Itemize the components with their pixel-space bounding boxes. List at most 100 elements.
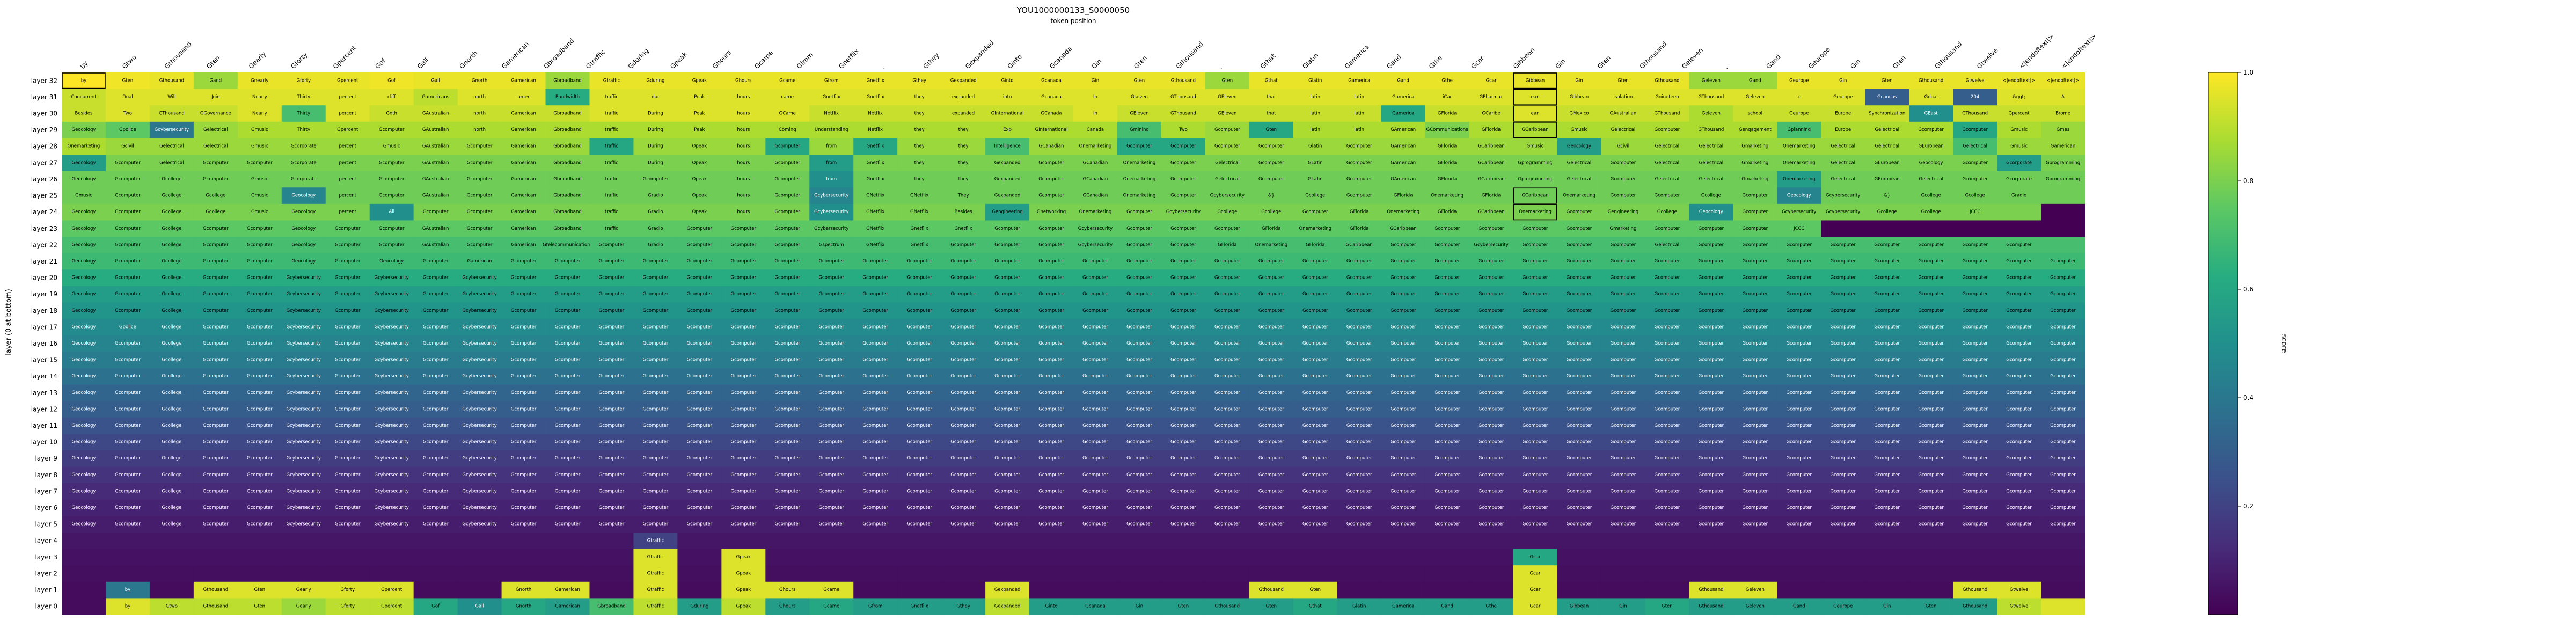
heatmap-cell — [501, 269, 546, 287]
cell-label: Gcomputer — [950, 440, 976, 445]
x-tick-label: Gand — [1385, 53, 1402, 70]
cell-label: Gcivil — [121, 144, 134, 149]
cell-label: Gcar — [1530, 571, 1541, 576]
heatmap-cell — [413, 138, 458, 155]
heatmap-cell — [193, 203, 238, 221]
cell-label: Gcomputer — [818, 488, 844, 494]
cell-label: Gcomputer — [1962, 275, 1988, 281]
cell-label: Gof — [387, 78, 396, 83]
heatmap-cell — [193, 121, 238, 138]
cell-label: GAustralian — [422, 242, 449, 247]
cell-label: Gcomputer — [1214, 423, 1240, 428]
cell-label: Gten — [1309, 587, 1321, 593]
cell-label: Geocology — [291, 193, 316, 199]
cell-label: Gcomputer — [1918, 341, 1944, 346]
cell-label: Gcomputer — [1082, 374, 1108, 379]
cell-label: GCaribbean — [1346, 242, 1373, 247]
x-tick-label: Geurope — [1807, 46, 1832, 70]
heatmap-cell — [1425, 286, 1470, 303]
cell-label: Gcomputer — [1567, 259, 1592, 264]
heatmap-cell — [1953, 72, 1997, 90]
cell-label: Gcybersecurity — [287, 341, 321, 346]
cell-label: Gthat — [1265, 78, 1278, 83]
heatmap-cell — [1249, 203, 1294, 221]
heatmap-cell — [1909, 121, 1953, 138]
heatmap-cell — [1645, 105, 1689, 122]
cell-label: hours — [737, 209, 750, 215]
cell-label: Gcar — [1486, 78, 1497, 83]
cell-label: Gten — [1926, 604, 1937, 609]
cell-label: Gcomputer — [1874, 291, 1900, 297]
heatmap-cell — [897, 155, 942, 172]
cell-label: All — [389, 209, 394, 215]
heatmap-cell — [369, 237, 414, 254]
cell-label: Gcomputer — [1962, 390, 1988, 396]
cell-label: Gcomputer — [1655, 488, 1680, 494]
cell-label: Gcomputer — [1258, 291, 1284, 297]
cell-label: Gcomputer — [1170, 488, 1196, 494]
cell-label: Gcomputer — [115, 456, 141, 461]
cell-label: Gcomputer — [1170, 456, 1196, 461]
heatmap-cell — [1249, 155, 1294, 172]
cell-label: Gcomputer — [247, 226, 273, 231]
heatmap-cell — [589, 203, 634, 221]
cell-label: Gcomputer — [1170, 358, 1196, 363]
cell-label: Gcomputer — [1655, 472, 1680, 478]
cell-label: Gcomputer — [1830, 505, 1856, 510]
cell-label: Gcybersecurity — [374, 423, 408, 428]
cell-label: Gthousand — [1259, 587, 1284, 593]
cell-label: Gcomputer — [335, 341, 361, 346]
cell-label: Gelectrical — [1567, 160, 1592, 165]
cell-label: Gcomputer — [643, 374, 669, 379]
heatmap-cell — [1953, 171, 1997, 188]
cell-label: Gcomputer — [1874, 522, 1900, 527]
heatmap-cell — [325, 89, 370, 106]
heatmap-cell — [2041, 89, 2085, 106]
heatmap-cell — [1821, 155, 1865, 172]
cell-label: Gand — [1793, 604, 1805, 609]
heatmap-cell — [1777, 203, 1821, 221]
cell-label: traffic — [605, 127, 618, 133]
cell-label: by — [125, 587, 130, 593]
cell-label: Gradio — [648, 242, 663, 247]
cell-label: Gcomputer — [862, 374, 888, 379]
cell-label: Gamerican — [511, 160, 536, 165]
cell-label: Gcomputer — [115, 193, 141, 199]
heatmap-cell — [457, 203, 502, 221]
cell-label: GEleven — [1130, 111, 1148, 116]
cell-label: Gcomputer — [643, 488, 669, 494]
cell-label: Gcomputer — [1214, 390, 1240, 396]
cell-label: Gcomputer — [2006, 242, 2032, 247]
heatmap-cell — [1645, 187, 1689, 205]
heatmap-cell — [193, 187, 238, 205]
cell-label: Gcomputer — [1479, 390, 1504, 396]
x-tick-label: Gten — [1132, 54, 1148, 70]
cell-label: Gcomputer — [818, 275, 844, 281]
cell-label: Gcomputer — [1786, 358, 1812, 363]
cell-label: Gtraffic — [647, 571, 664, 576]
cell-label: Gcomputer — [379, 127, 405, 133]
cell-label: Gmarketing — [1610, 226, 1637, 231]
cell-label: Gcomputer — [1214, 358, 1240, 363]
cell-label: Gcomputer — [1655, 522, 1680, 527]
heatmap-cell — [1601, 155, 1645, 172]
cell-label: Geocology — [1567, 144, 1591, 149]
cell-label: Gcomputer — [2050, 522, 2076, 527]
heatmap-cell — [1161, 286, 1206, 303]
cell-label: Gmusic — [1527, 144, 1544, 149]
cell-label: Gcomputer — [774, 324, 800, 330]
cell-label: Gof — [431, 604, 440, 609]
heatmap-cell — [1161, 565, 1206, 582]
heatmap-cell — [985, 89, 1030, 106]
cell-label: Gcomputer — [1082, 291, 1108, 297]
heatmap-cell — [677, 565, 722, 582]
heatmap-cell — [369, 532, 414, 549]
cell-label: Gcollege — [1261, 209, 1281, 215]
cell-label: Gcomputer — [1699, 226, 1724, 231]
cell-label: Gelectrical — [1699, 160, 1724, 165]
heatmap-cell — [633, 302, 678, 319]
cell-label: Gcomputer — [818, 324, 844, 330]
heatmap-cell — [369, 187, 414, 205]
cell-label: Gmusic — [251, 193, 268, 199]
cell-label: Gcomputer — [774, 275, 800, 281]
